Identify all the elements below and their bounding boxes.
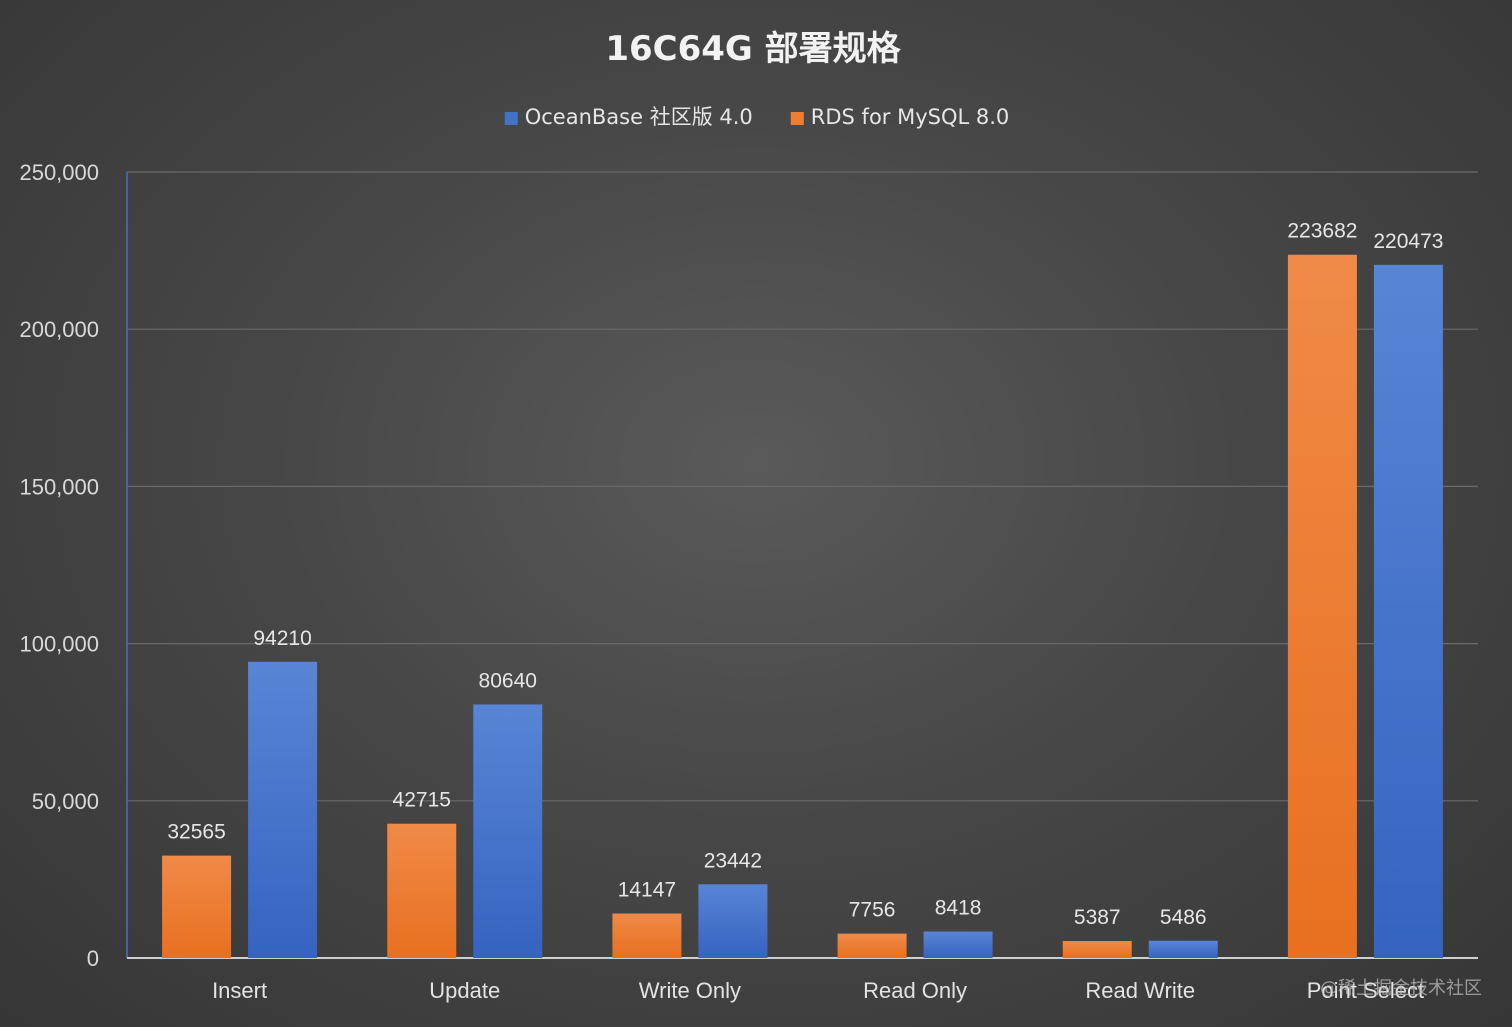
data-label: 8418 [935,897,982,920]
bar [1373,264,1443,958]
x-category-label: Point Select [1307,978,1424,1003]
bar [1148,940,1218,958]
bar [837,933,907,958]
data-label: 220473 [1373,230,1443,253]
data-labels: 32565 94210 42715 80640 14147 23442 7756 8418 53… [167,220,1443,929]
legend-swatch [790,112,804,125]
legend-item: OceanBase 社区版 4.0 [504,105,753,129]
watermark: @稀土掘金技术社区 [1320,978,1482,999]
y-tick-label: 0 [87,946,99,971]
bar [923,931,993,958]
y-tick-label: 50,000 [32,789,99,814]
data-label: 80640 [479,669,537,692]
legend-label: RDS for MySQL 8.0 [811,105,1010,129]
y-tick-label: 100,000 [19,632,99,657]
data-label: 223682 [1287,220,1357,243]
data-label: 32565 [167,821,225,844]
data-label: 14147 [618,879,676,902]
data-label: 5387 [1074,906,1121,929]
legend-label: OceanBase 社区版 4.0 [525,105,753,129]
bar [612,913,682,958]
y-tick-label: 250,000 [19,160,99,185]
bar [1287,254,1357,959]
bar [387,823,457,958]
y-axis-ticks: 0 50,000 100,000 150,000 200,000 250,000 [19,160,99,971]
x-category-label: Read Only [863,978,967,1003]
bars [162,254,1443,959]
x-category-label: Update [429,978,500,1003]
x-category-label: Read Write [1085,978,1195,1003]
data-label: 42715 [393,789,451,812]
legend: OceanBase 社区版 4.0 RDS for MySQL 8.0 [504,105,1010,129]
x-category-label: Write Only [639,978,741,1003]
legend-swatch [504,112,518,125]
bar [1062,941,1132,958]
data-label: 94210 [253,627,311,650]
bar [162,855,232,958]
data-label: 7756 [849,899,896,922]
y-tick-label: 200,000 [19,317,99,342]
data-label: 23442 [704,849,762,872]
bar [248,661,318,958]
x-category-label: Insert [212,978,267,1003]
y-tick-label: 150,000 [19,474,99,499]
data-label: 5486 [1160,906,1207,929]
x-axis-labels: Insert Update Write Only Read Only Read Writ… [212,978,1424,1003]
gridlines [126,171,1478,959]
legend-item: RDS for MySQL 8.0 [790,105,1010,129]
bar [698,884,768,958]
bar [473,704,543,958]
chart-title: 16C64G 部署规格 [605,29,901,69]
